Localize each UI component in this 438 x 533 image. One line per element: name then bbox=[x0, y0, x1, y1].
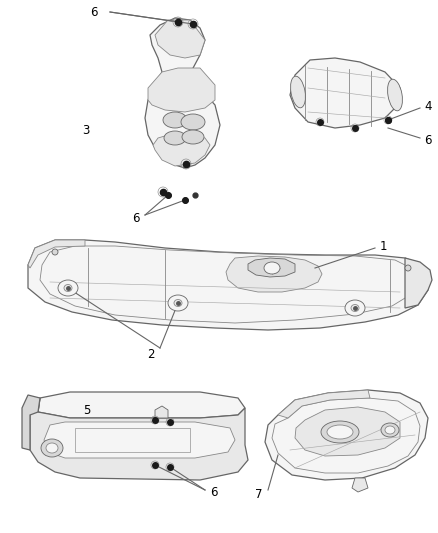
Polygon shape bbox=[28, 240, 430, 330]
Polygon shape bbox=[278, 390, 370, 418]
Text: 6: 6 bbox=[91, 5, 98, 19]
Ellipse shape bbox=[163, 112, 187, 128]
Ellipse shape bbox=[181, 114, 205, 130]
Polygon shape bbox=[352, 478, 368, 492]
Text: 4: 4 bbox=[424, 101, 431, 114]
Polygon shape bbox=[145, 18, 220, 168]
Ellipse shape bbox=[164, 131, 186, 145]
Polygon shape bbox=[38, 392, 245, 418]
Ellipse shape bbox=[381, 423, 399, 437]
Ellipse shape bbox=[174, 300, 182, 306]
Ellipse shape bbox=[46, 443, 58, 453]
Polygon shape bbox=[295, 407, 400, 456]
Text: 6: 6 bbox=[424, 133, 431, 147]
Ellipse shape bbox=[58, 280, 78, 296]
Polygon shape bbox=[44, 422, 235, 458]
Ellipse shape bbox=[321, 421, 359, 443]
Polygon shape bbox=[28, 240, 85, 268]
Text: 6: 6 bbox=[133, 212, 140, 224]
Text: 7: 7 bbox=[255, 488, 263, 500]
Polygon shape bbox=[155, 406, 168, 418]
Ellipse shape bbox=[388, 79, 403, 111]
Ellipse shape bbox=[385, 426, 395, 434]
Ellipse shape bbox=[351, 304, 359, 311]
Text: 2: 2 bbox=[148, 349, 155, 361]
Polygon shape bbox=[248, 258, 295, 277]
Polygon shape bbox=[148, 68, 215, 112]
Text: 5: 5 bbox=[83, 403, 90, 416]
Ellipse shape bbox=[290, 76, 305, 108]
Polygon shape bbox=[155, 20, 205, 58]
Ellipse shape bbox=[345, 300, 365, 316]
Ellipse shape bbox=[327, 425, 353, 439]
Polygon shape bbox=[405, 258, 432, 308]
Polygon shape bbox=[226, 256, 322, 292]
Polygon shape bbox=[290, 58, 400, 128]
Text: 6: 6 bbox=[210, 486, 218, 498]
Polygon shape bbox=[30, 398, 248, 480]
Ellipse shape bbox=[64, 285, 72, 292]
Ellipse shape bbox=[264, 262, 280, 274]
Polygon shape bbox=[153, 133, 210, 166]
Ellipse shape bbox=[405, 265, 411, 271]
Ellipse shape bbox=[52, 249, 58, 255]
Ellipse shape bbox=[41, 439, 63, 457]
Ellipse shape bbox=[182, 130, 204, 144]
Text: 3: 3 bbox=[83, 124, 90, 136]
Ellipse shape bbox=[168, 295, 188, 311]
Text: 1: 1 bbox=[380, 239, 388, 253]
Polygon shape bbox=[22, 395, 40, 450]
Polygon shape bbox=[265, 390, 428, 480]
